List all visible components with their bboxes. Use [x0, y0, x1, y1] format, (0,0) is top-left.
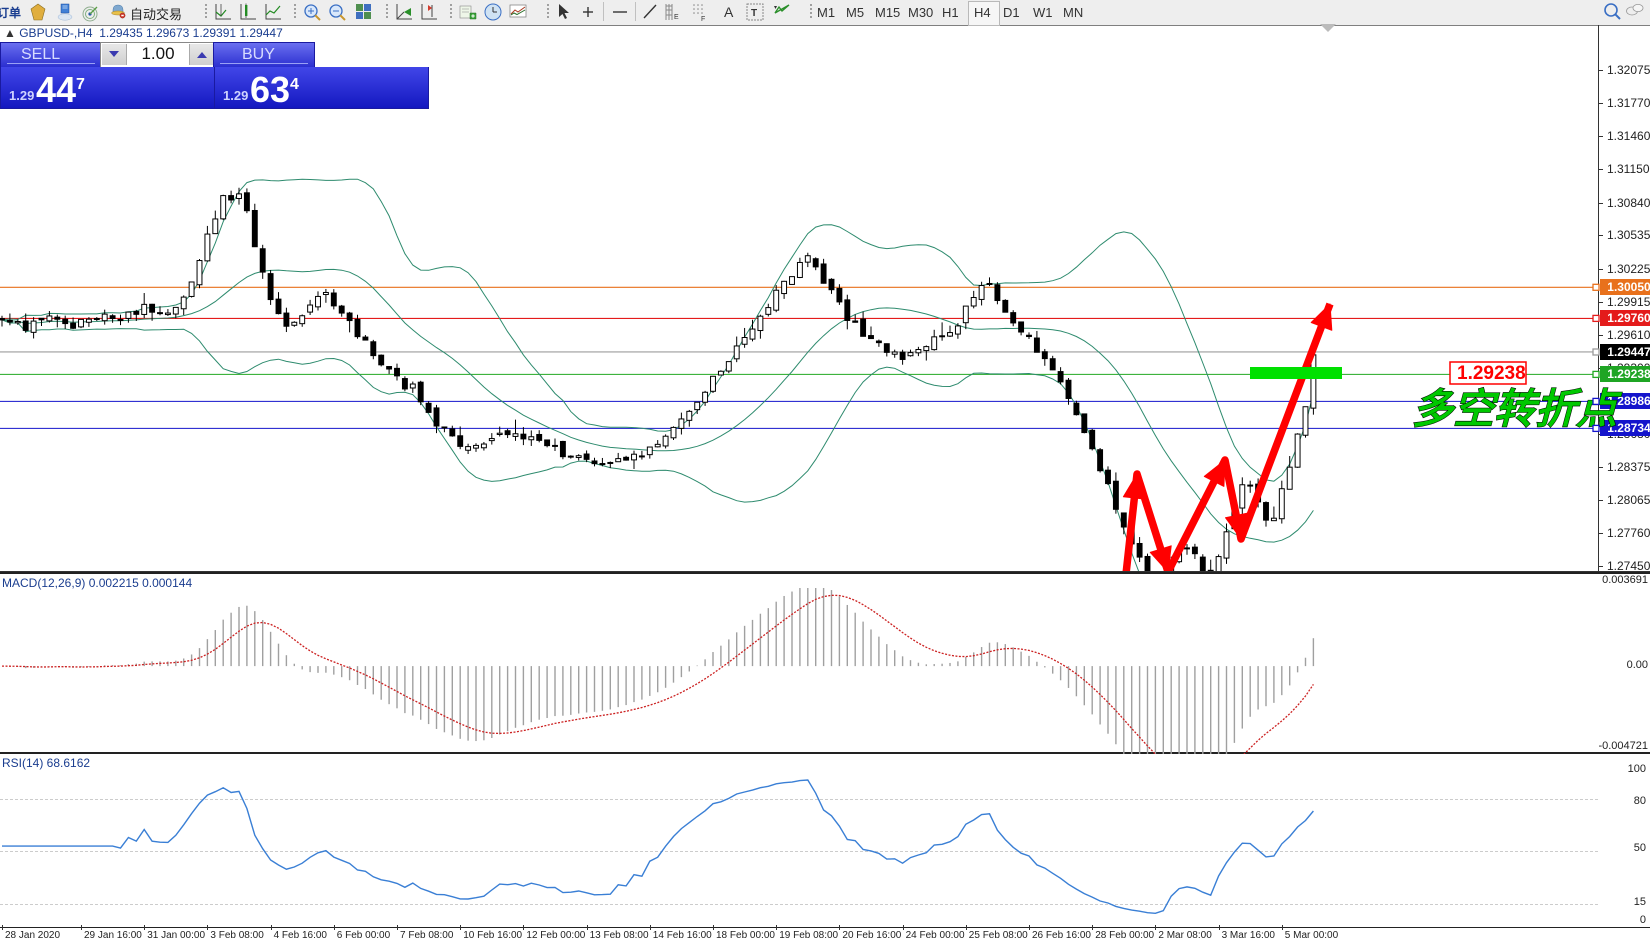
- svg-text:T: T: [751, 8, 757, 19]
- svg-text:1.29238: 1.29238: [1457, 363, 1526, 384]
- svg-text:E: E: [674, 14, 679, 21]
- svg-text:F: F: [701, 16, 705, 22]
